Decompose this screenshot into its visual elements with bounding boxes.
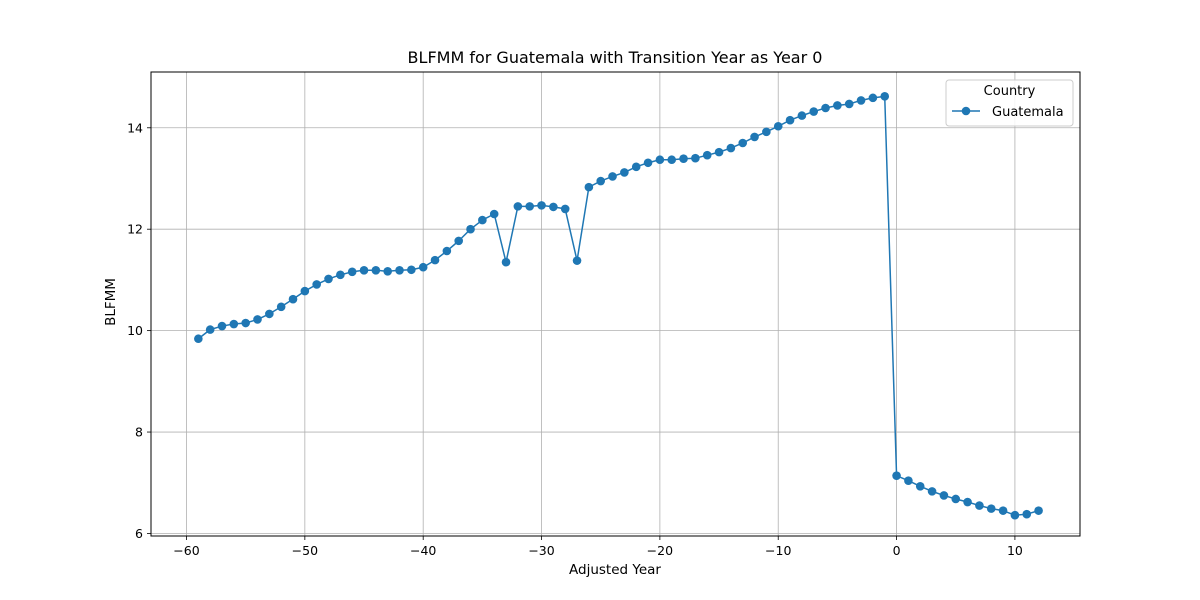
data-point — [300, 286, 310, 296]
data-point — [762, 127, 771, 137]
data-point — [359, 265, 369, 275]
data-point — [963, 497, 972, 507]
data-point — [904, 476, 913, 486]
data-point — [679, 154, 688, 164]
y-tick-label: 8 — [135, 425, 143, 440]
x-tick-label: −60 — [173, 543, 199, 558]
data-point — [1034, 506, 1043, 515]
data-point — [205, 325, 215, 334]
data-point — [288, 294, 298, 304]
x-tick-label: −40 — [410, 543, 436, 558]
data-point — [797, 111, 807, 120]
x-axis-label: Adjusted Year — [569, 562, 661, 578]
x-tick-label: −10 — [765, 543, 791, 558]
data-point — [217, 321, 227, 331]
legend-label-guatemala: Guatemala — [992, 105, 1064, 120]
data-point — [844, 99, 854, 109]
data-point — [229, 319, 239, 329]
data-point — [927, 487, 937, 496]
data-point — [312, 280, 321, 289]
legend: Country Guatemala — [945, 79, 1074, 127]
data-point — [620, 168, 629, 177]
data-point — [347, 267, 357, 277]
data-point — [537, 201, 546, 210]
data-point — [738, 138, 748, 148]
data-point — [892, 471, 901, 480]
y-tick-label: 14 — [127, 120, 143, 135]
data-point — [833, 101, 842, 110]
data-point — [868, 93, 878, 103]
data-point — [418, 262, 428, 272]
y-tick-label: 6 — [135, 526, 143, 541]
series-layer — [194, 92, 1043, 520]
data-point — [478, 215, 487, 225]
data-point — [714, 147, 724, 157]
data-point — [383, 266, 392, 276]
data-point — [915, 482, 925, 491]
data-point — [572, 256, 582, 265]
data-point — [1022, 509, 1032, 519]
data-point — [1010, 510, 1020, 520]
data-point — [702, 150, 712, 160]
data-point — [194, 334, 203, 344]
data-point — [596, 176, 606, 186]
x-tick-label: 10 — [1007, 543, 1023, 558]
legend-box — [945, 79, 1074, 127]
data-point — [856, 96, 866, 105]
data-point — [489, 209, 499, 219]
data-point — [691, 153, 700, 163]
y-axis-label: BLFMM — [103, 278, 119, 326]
data-point — [726, 143, 736, 153]
data-point — [998, 506, 1008, 515]
data-point — [655, 155, 665, 165]
data-point — [643, 158, 653, 168]
data-point — [395, 265, 404, 275]
data-point — [276, 302, 286, 312]
data-point — [631, 162, 641, 172]
data-point — [821, 103, 830, 113]
chart-title: BLFMM for Guatemala with Transition Year… — [408, 48, 823, 67]
data-point — [560, 204, 570, 214]
data-point — [407, 265, 416, 275]
data-point — [324, 274, 333, 284]
x-tick-label: −20 — [647, 543, 673, 558]
plot-frame — [150, 71, 1081, 537]
data-point — [880, 92, 890, 101]
y-tick-label: 10 — [127, 323, 143, 338]
data-point — [773, 121, 783, 131]
data-point — [584, 182, 594, 192]
data-point — [442, 246, 452, 256]
data-point — [454, 236, 463, 246]
data-point — [975, 501, 984, 510]
data-point — [501, 257, 511, 267]
legend-title: Country — [984, 84, 1036, 99]
data-point — [371, 265, 381, 275]
data-point — [809, 107, 819, 116]
data-point — [986, 504, 996, 513]
data-point — [785, 115, 795, 125]
data-point — [430, 255, 440, 265]
grid — [151, 72, 1080, 536]
x-tick-label: −50 — [292, 543, 318, 558]
data-point — [608, 172, 617, 181]
axis-ticks: −60 −50 −40 −30 −20 −10 0 10 6 8 10 12 14 — [127, 120, 1023, 558]
data-point — [525, 202, 535, 211]
data-point — [939, 491, 949, 500]
data-point — [667, 155, 677, 165]
data-point — [466, 224, 475, 234]
data-point — [265, 309, 274, 319]
x-tick-label: −30 — [528, 543, 554, 558]
legend-marker — [961, 106, 971, 116]
data-point — [241, 318, 250, 328]
data-point — [750, 132, 759, 142]
data-point — [951, 494, 961, 504]
x-tick-label: 0 — [893, 543, 901, 558]
y-tick-label: 12 — [127, 222, 143, 237]
data-point — [549, 202, 558, 212]
data-point — [253, 315, 262, 324]
data-point — [513, 202, 523, 211]
data-point — [336, 270, 345, 280]
